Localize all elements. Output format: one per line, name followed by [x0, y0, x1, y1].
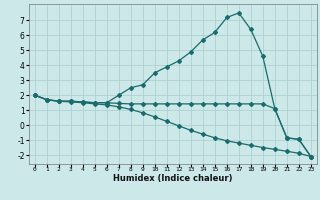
- X-axis label: Humidex (Indice chaleur): Humidex (Indice chaleur): [113, 174, 233, 183]
